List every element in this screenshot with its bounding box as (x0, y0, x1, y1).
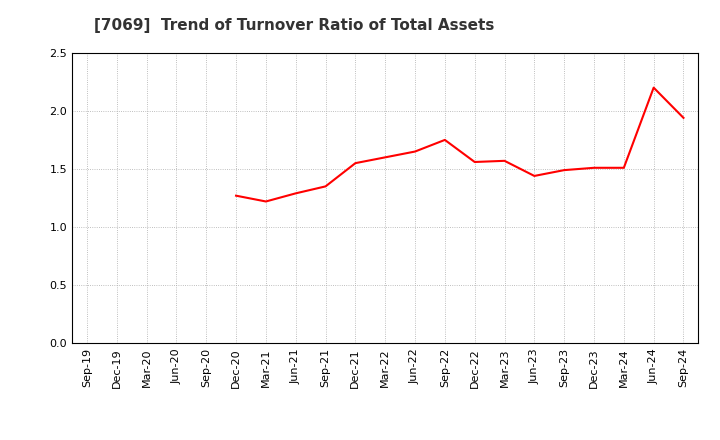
Text: [7069]  Trend of Turnover Ratio of Total Assets: [7069] Trend of Turnover Ratio of Total … (94, 18, 494, 33)
